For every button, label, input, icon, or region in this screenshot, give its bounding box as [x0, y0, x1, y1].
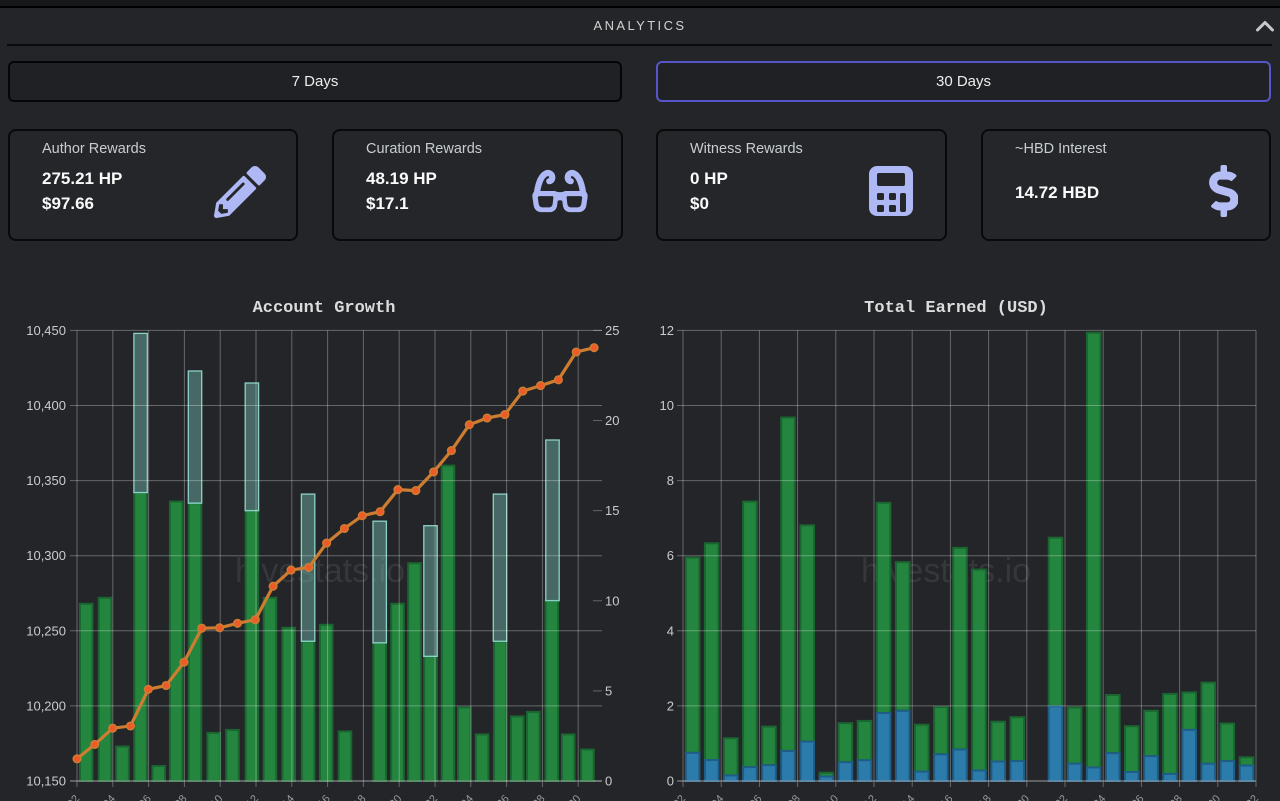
svg-text:10: 10 — [660, 398, 674, 413]
svg-text:0: 0 — [605, 774, 612, 789]
svg-text:8: 8 — [667, 473, 674, 488]
svg-text:10,250: 10,250 — [26, 623, 66, 638]
svg-text:10: 10 — [605, 593, 619, 608]
svg-text:4: 4 — [667, 623, 674, 638]
svg-text:Account Growth: Account Growth — [253, 299, 396, 318]
svg-text:15: 15 — [605, 503, 619, 518]
svg-text:2025-05-02: 2025-05-02 — [36, 793, 83, 801]
svg-text:25: 25 — [605, 323, 619, 338]
svg-text:10,200: 10,200 — [26, 698, 66, 713]
svg-text:2: 2 — [667, 698, 674, 713]
svg-text:12: 12 — [660, 323, 674, 338]
svg-text:10,400: 10,400 — [26, 398, 66, 413]
svg-text:10,150: 10,150 — [26, 774, 66, 789]
svg-text:0: 0 — [667, 774, 674, 789]
svg-text:2025-05-02: 2025-05-02 — [642, 793, 689, 801]
svg-text:10,350: 10,350 — [26, 473, 66, 488]
svg-text:20: 20 — [605, 413, 619, 428]
svg-text:Total Earned (USD): Total Earned (USD) — [864, 299, 1048, 318]
svg-text:5: 5 — [605, 683, 612, 698]
svg-text:hivestats.io: hivestats.io — [235, 552, 405, 590]
svg-text:6: 6 — [667, 548, 674, 563]
svg-text:10,450: 10,450 — [26, 323, 66, 338]
svg-text:10,300: 10,300 — [26, 548, 66, 563]
